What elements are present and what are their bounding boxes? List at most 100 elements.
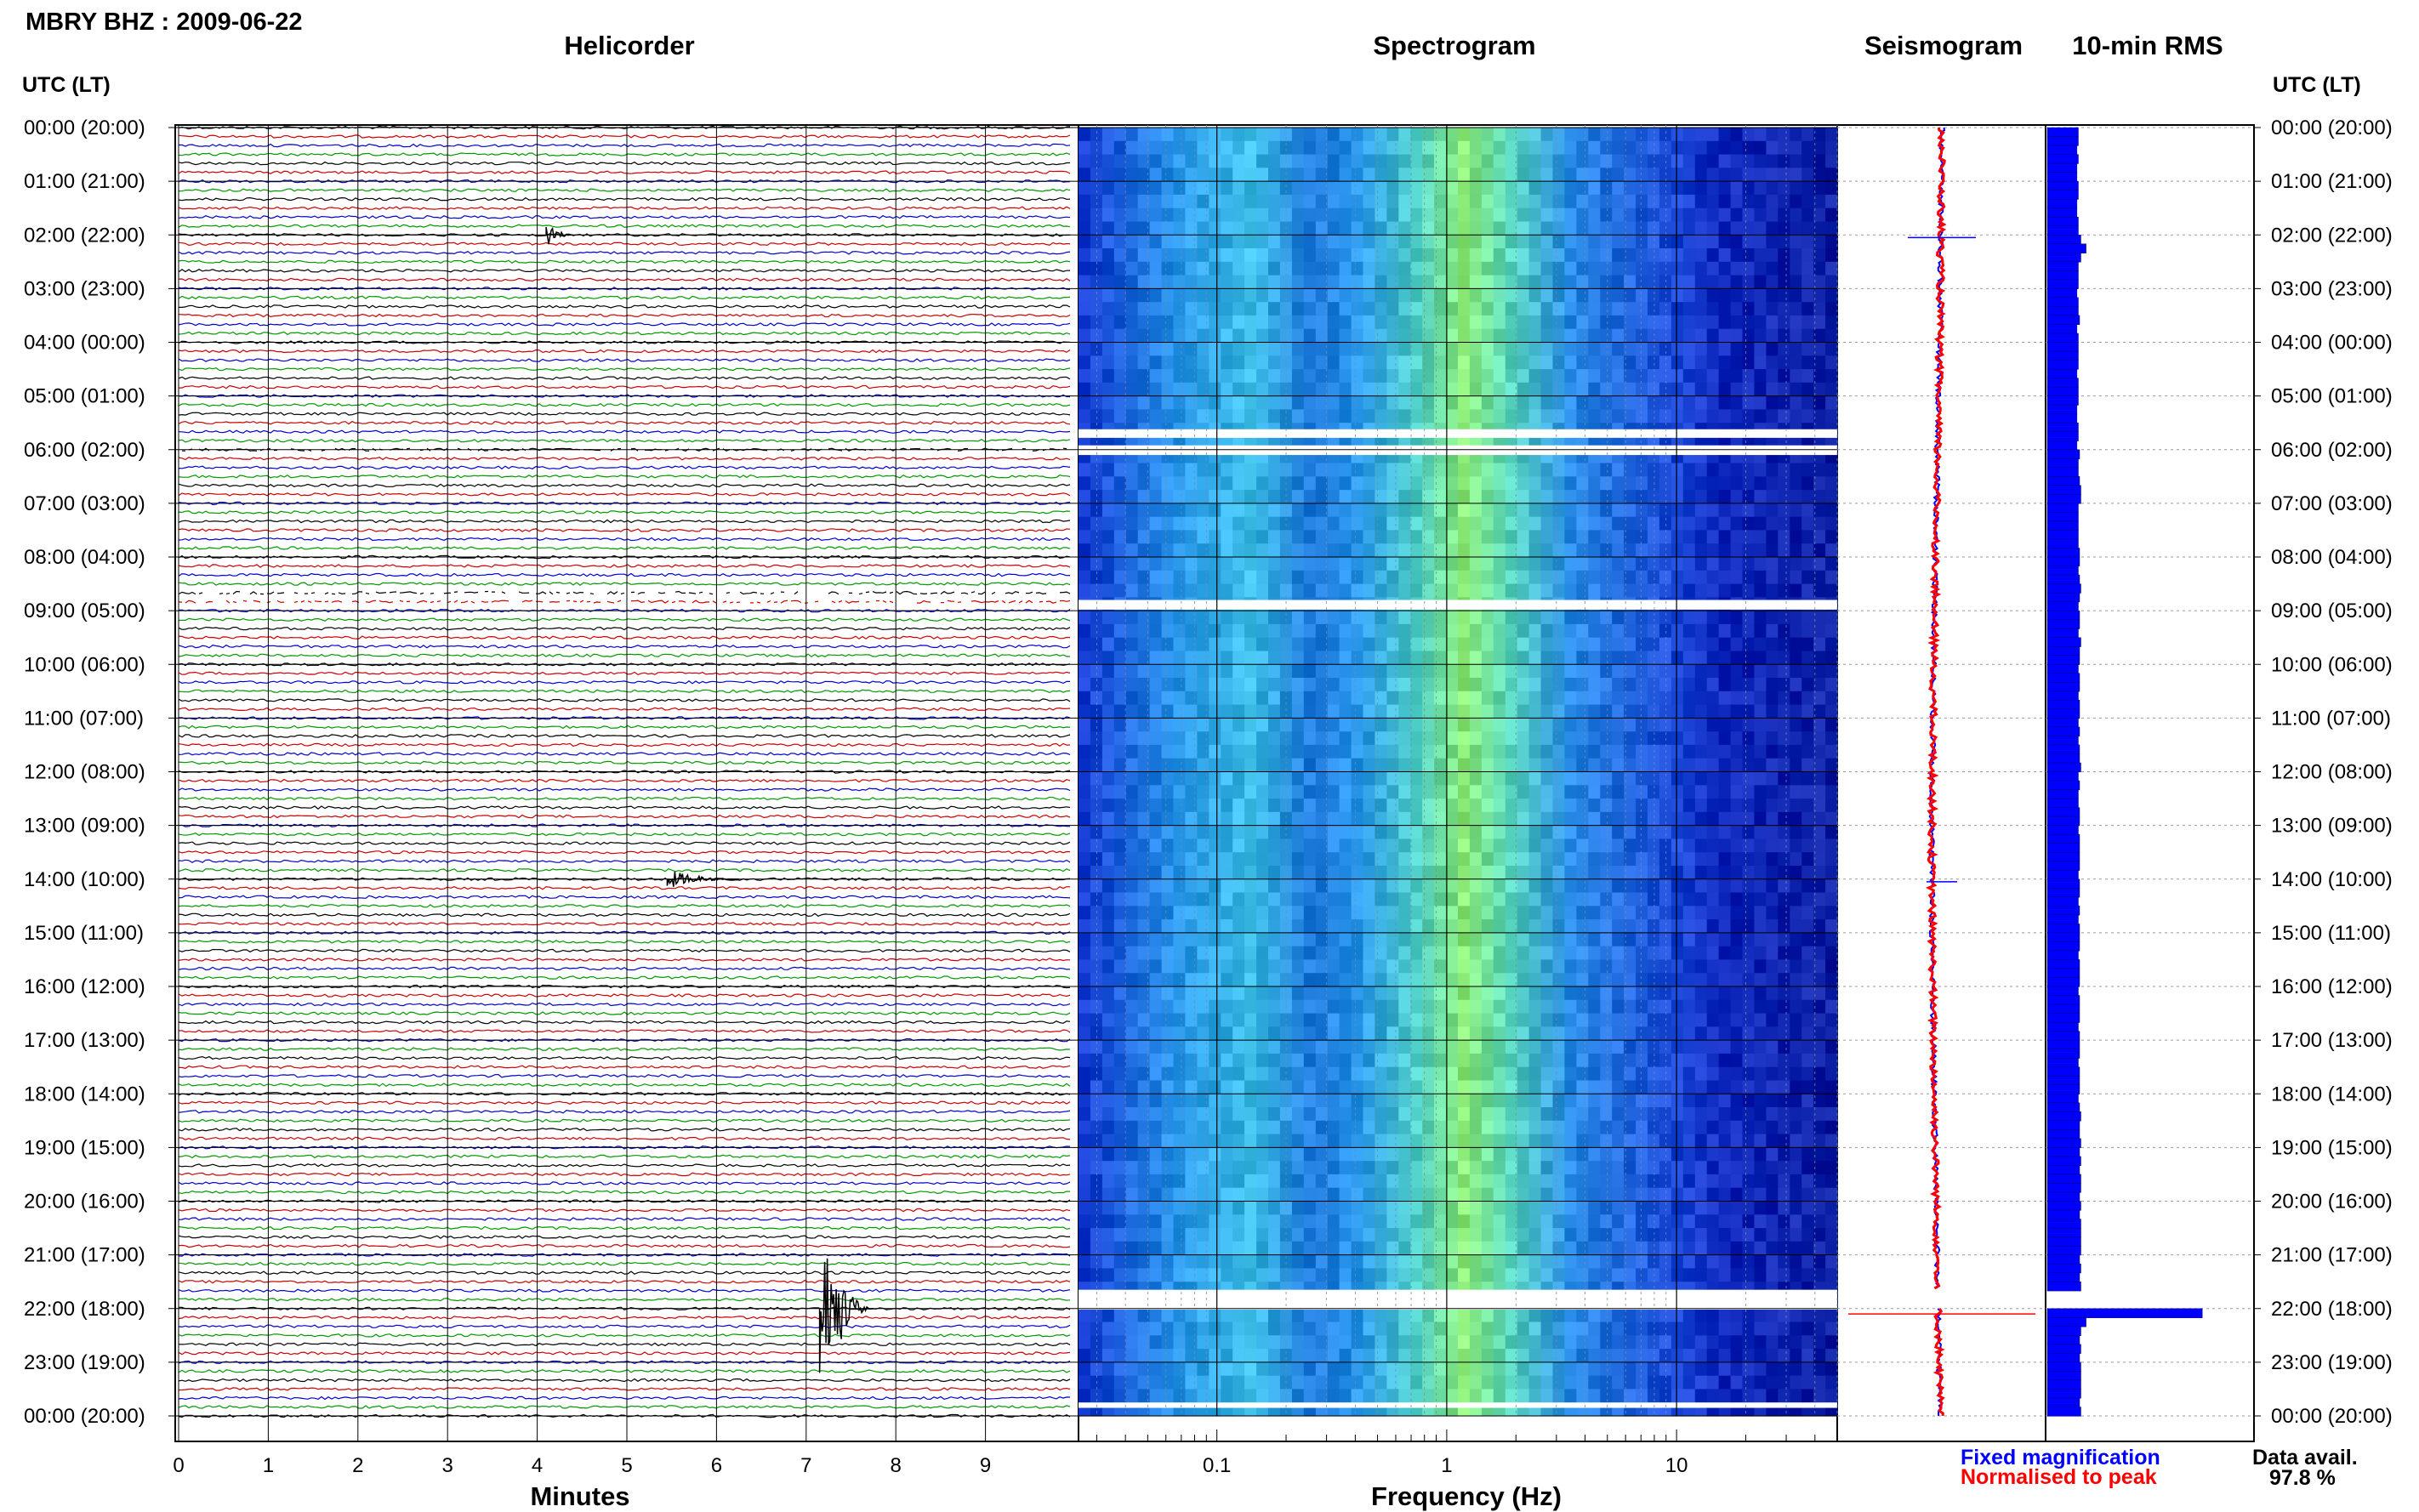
spectrogram-cell bbox=[1481, 275, 1494, 289]
spectrogram-cell bbox=[1268, 878, 1281, 894]
spectrogram-cell bbox=[1315, 973, 1329, 987]
spectrogram-cell bbox=[1624, 557, 1636, 571]
spectrogram-cell bbox=[1101, 946, 1115, 961]
spectrogram-cell bbox=[1801, 999, 1814, 1015]
spectrogram-cell bbox=[1493, 463, 1506, 477]
helicorder-trace-line bbox=[178, 1029, 1071, 1033]
spectrogram-cell bbox=[1137, 168, 1151, 182]
helicorder-trace-line bbox=[178, 1316, 1071, 1320]
spectrogram-cell bbox=[1113, 409, 1127, 423]
spectrogram-cell bbox=[1778, 1080, 1790, 1094]
spectrogram-cell bbox=[1185, 999, 1198, 1015]
spectrogram-cell bbox=[1197, 785, 1210, 799]
spectrogram-cell bbox=[1528, 838, 1542, 853]
spectrogram-cell bbox=[1375, 557, 1387, 571]
spectrogram-cell bbox=[1671, 315, 1684, 330]
spectrogram-cell bbox=[1624, 731, 1636, 746]
spectrogram-cell bbox=[1564, 799, 1577, 813]
spectrogram-cell bbox=[1624, 315, 1636, 330]
spectrogram-cell bbox=[1410, 207, 1423, 223]
spectrogram-cell bbox=[1137, 261, 1151, 276]
spectrogram-cell bbox=[1624, 1013, 1636, 1027]
spectrogram-cell bbox=[1742, 771, 1755, 786]
spectrogram-cell bbox=[1125, 852, 1139, 867]
spectrogram-cell bbox=[1766, 704, 1779, 719]
spectrogram-cell bbox=[1125, 369, 1139, 384]
spectrogram-cell bbox=[1742, 758, 1755, 773]
spectrogram-cell bbox=[1612, 718, 1625, 732]
spectrogram-cell bbox=[1493, 382, 1506, 397]
spectrogram-cell bbox=[1505, 932, 1518, 947]
spectrogram-cell bbox=[1303, 1107, 1317, 1122]
spectrogram-cell bbox=[1221, 503, 1233, 518]
spectrogram-cell bbox=[1682, 235, 1696, 249]
spectrogram-cell bbox=[1552, 128, 1565, 142]
spectrogram-cell bbox=[1730, 973, 1744, 987]
spectrogram-cell bbox=[1742, 382, 1755, 397]
spectrogram-cell bbox=[1410, 1080, 1423, 1094]
spectrogram-cell bbox=[1291, 490, 1305, 504]
spectrogram-cell bbox=[1101, 1053, 1115, 1068]
spectrogram-cell bbox=[1825, 986, 1838, 1001]
spectrogram-cell bbox=[1469, 1013, 1483, 1027]
spectrogram-cell bbox=[1636, 315, 1648, 330]
spectrogram-cell bbox=[1528, 811, 1542, 827]
spectrogram-cell bbox=[1742, 476, 1755, 491]
spectrogram-cell bbox=[1778, 382, 1790, 397]
spectrogram-cell bbox=[1552, 315, 1565, 330]
spectrogram-cell bbox=[1730, 1094, 1744, 1108]
spectrogram-cell bbox=[1422, 128, 1435, 142]
spectrogram-cell bbox=[1173, 932, 1186, 947]
spectrogram-cell bbox=[1079, 1066, 1091, 1082]
spectrogram-cell bbox=[1161, 503, 1175, 518]
spectrogram-cell bbox=[1682, 946, 1696, 961]
spectrogram-cell bbox=[1079, 140, 1091, 156]
spectrogram-cell bbox=[1552, 852, 1565, 867]
spectrogram-cell bbox=[1113, 1094, 1127, 1108]
spectrogram-cell bbox=[1505, 409, 1518, 423]
spectrogram-cell bbox=[1801, 288, 1814, 303]
spectrogram-cell bbox=[1315, 1107, 1329, 1122]
spectrogram-cell bbox=[1410, 168, 1423, 182]
spectrogram-cell bbox=[1600, 731, 1613, 746]
spectrogram-cell bbox=[1339, 758, 1352, 773]
spectrogram-cell bbox=[1790, 825, 1802, 839]
spectrogram-cell bbox=[1801, 570, 1814, 585]
spectrogram-cell bbox=[1766, 785, 1779, 799]
spectrogram-cell bbox=[1458, 168, 1471, 182]
spectrogram-cell bbox=[1303, 825, 1317, 839]
spectrogram-cell bbox=[1659, 168, 1672, 182]
spectrogram-cell bbox=[1612, 637, 1625, 652]
spectrogram-cell bbox=[1552, 168, 1565, 182]
spectrogram-cell bbox=[1079, 986, 1091, 1001]
spectrogram-cell bbox=[1469, 583, 1483, 598]
spectrogram-cell bbox=[1315, 248, 1329, 263]
spectrogram-cell bbox=[1173, 140, 1186, 156]
spectrogram-cell bbox=[1540, 557, 1554, 571]
spectrogram-cell bbox=[1232, 409, 1245, 423]
spectrogram-cell bbox=[1742, 906, 1755, 920]
spectrogram-cell bbox=[1209, 678, 1221, 692]
spectrogram-cell bbox=[1825, 168, 1838, 182]
spectrogram-cell bbox=[1576, 181, 1589, 196]
spectrogram-cell bbox=[1125, 382, 1139, 397]
spectrogram-cell bbox=[1422, 852, 1435, 867]
spectrogram-cell bbox=[1125, 235, 1139, 249]
spectrogram-cell bbox=[1244, 852, 1257, 867]
spectrogram-cell bbox=[1079, 1040, 1091, 1054]
helicorder-trace-line bbox=[178, 277, 1071, 282]
spectrogram-cell bbox=[1682, 999, 1696, 1015]
spectrogram-cell bbox=[1434, 207, 1447, 223]
spectrogram-cell bbox=[1552, 1107, 1565, 1122]
spectrogram-cell bbox=[1221, 623, 1233, 639]
spectrogram-cell bbox=[1458, 490, 1471, 504]
spectrogram-cell bbox=[1279, 1026, 1293, 1041]
spectrogram-cell bbox=[1197, 275, 1210, 289]
spectrogram-cell bbox=[1624, 799, 1636, 813]
spectrogram-cell bbox=[1173, 623, 1186, 639]
spectrogram-cell bbox=[1149, 973, 1163, 987]
spectrogram-cell bbox=[1149, 516, 1163, 531]
spectrogram-cell bbox=[1493, 342, 1506, 356]
spectrogram-cell bbox=[1434, 181, 1447, 196]
spectrogram-cell bbox=[1079, 1120, 1091, 1135]
